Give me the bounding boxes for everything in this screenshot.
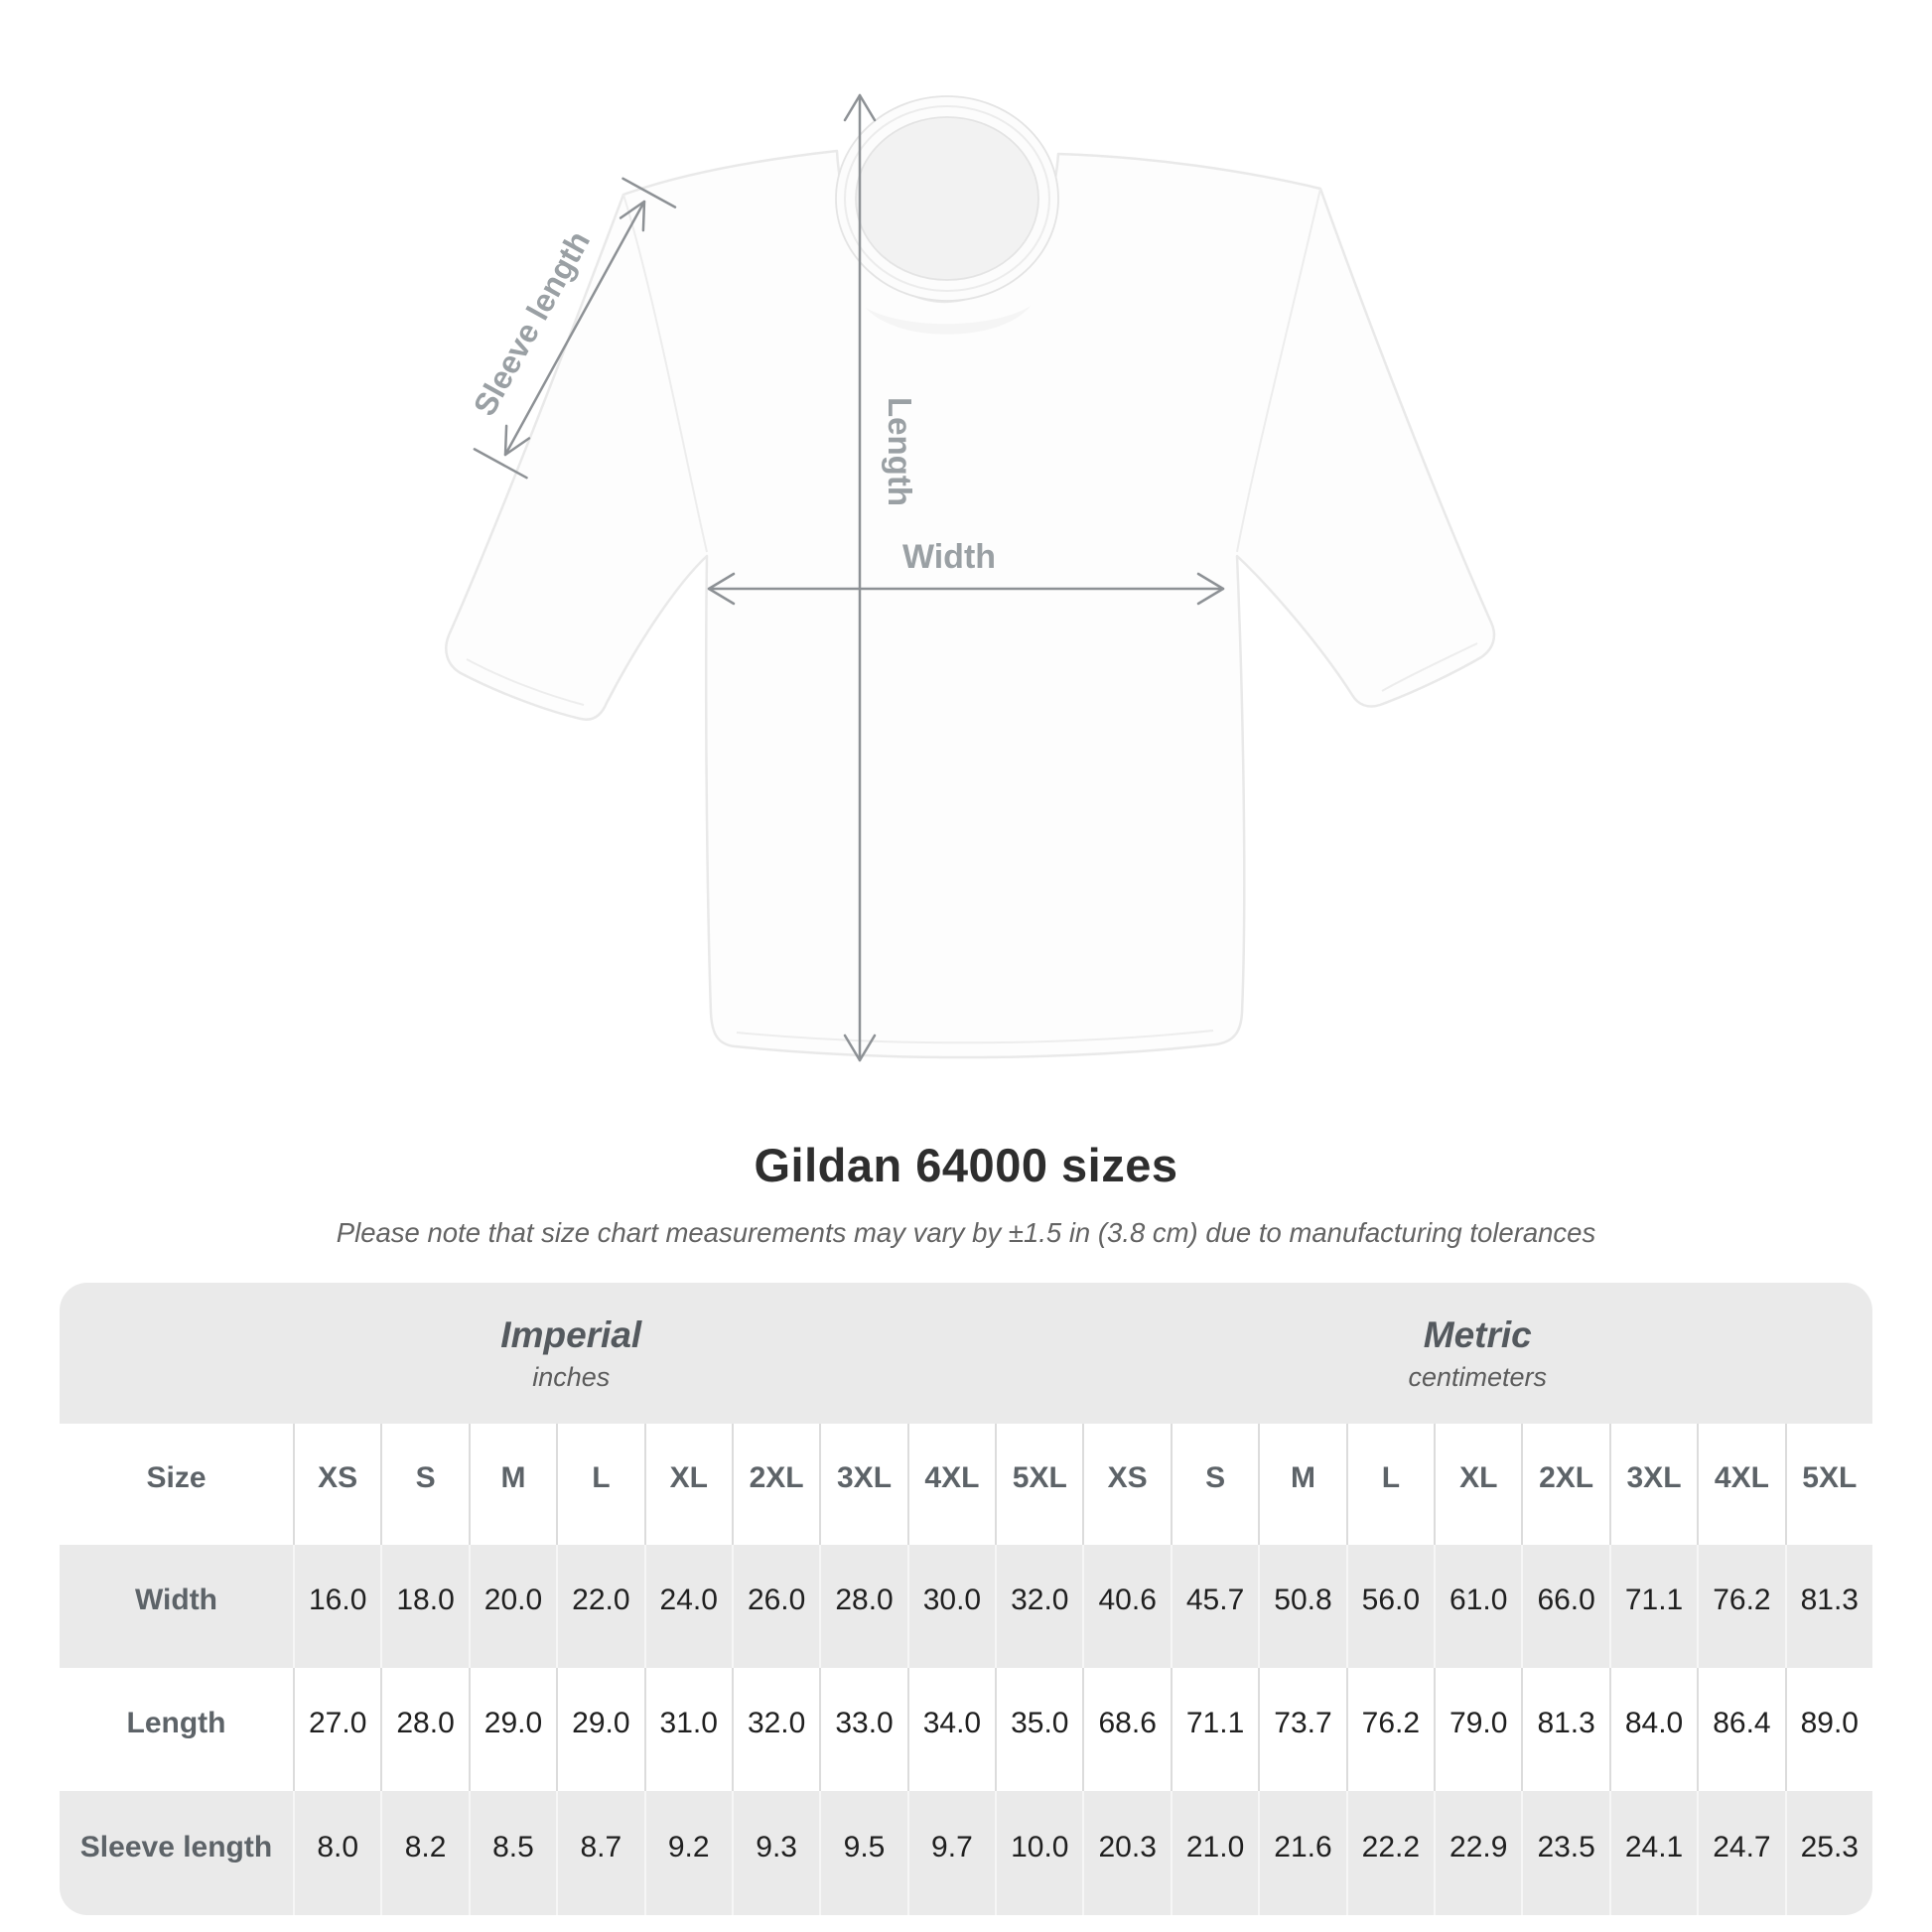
value-cell: 40.6 [1082, 1545, 1171, 1668]
size-column-header: 4XL [1697, 1424, 1785, 1545]
metric-unit: centimeters [1408, 1361, 1548, 1392]
value-cell: 68.6 [1082, 1668, 1171, 1791]
dimension-lines [473, 93, 1225, 1062]
width-label: Width [902, 538, 996, 576]
value-cell: 8.5 [468, 1791, 557, 1915]
value-cell: 71.1 [1170, 1668, 1259, 1791]
length-dimension-line [843, 93, 877, 1062]
value-cell: 71.1 [1608, 1545, 1698, 1668]
size-column-header: 5XL [1784, 1424, 1872, 1545]
row-label: Sleeve length [60, 1791, 293, 1915]
value-cell: 56.0 [1345, 1545, 1435, 1668]
value-cell: 23.5 [1521, 1791, 1609, 1915]
value-cell: 35.0 [995, 1668, 1083, 1791]
value-cell: 86.4 [1697, 1668, 1785, 1791]
metric-header: Metric centimeters [1083, 1283, 1873, 1424]
value-cell: 81.3 [1784, 1545, 1872, 1668]
value-cell: 9.3 [731, 1791, 820, 1915]
value-cell: 32.0 [731, 1668, 820, 1791]
size-column-header: 4XL [906, 1424, 996, 1545]
value-cell: 18.0 [380, 1545, 469, 1668]
value-cell: 16.0 [293, 1545, 381, 1668]
size-column-header: L [1345, 1424, 1435, 1545]
value-cell: 32.0 [995, 1545, 1083, 1668]
value-cell: 8.7 [556, 1791, 644, 1915]
value-cell: 28.0 [819, 1545, 907, 1668]
value-cell: 31.0 [643, 1668, 732, 1791]
value-cell: 22.2 [1345, 1791, 1435, 1915]
value-cell: 22.9 [1434, 1791, 1522, 1915]
value-cell: 24.0 [643, 1545, 732, 1668]
value-cell: 61.0 [1434, 1545, 1522, 1668]
value-cell: 89.0 [1784, 1668, 1872, 1791]
value-cell: 26.0 [731, 1545, 820, 1668]
size-column-header: L [556, 1424, 644, 1545]
size-column-header: S [1170, 1424, 1259, 1545]
value-cell: 9.2 [643, 1791, 732, 1915]
value-cell: 84.0 [1608, 1668, 1698, 1791]
size-column-header: XS [1082, 1424, 1171, 1545]
width-dimension-line [707, 572, 1225, 606]
value-cell: 29.0 [556, 1668, 644, 1791]
page-title: Gildan 64000 sizes [754, 1139, 1178, 1191]
value-cell: 34.0 [906, 1668, 996, 1791]
size-column-header: 2XL [1521, 1424, 1609, 1545]
value-cell: 76.2 [1697, 1545, 1785, 1668]
shirt-measurement-diagram: Sleeve length Length Width [445, 93, 1496, 1062]
size-column-header: 2XL [731, 1424, 820, 1545]
value-cell: 9.7 [906, 1791, 996, 1915]
value-cell: 66.0 [1521, 1545, 1609, 1668]
size-column-header: M [468, 1424, 557, 1545]
value-cell: 9.5 [819, 1791, 907, 1915]
tshirt-seams [466, 188, 1478, 1044]
size-corner-label: Size [60, 1424, 293, 1545]
size-column-header: S [380, 1424, 469, 1545]
value-cell: 45.7 [1170, 1545, 1259, 1668]
value-cell: 33.0 [819, 1668, 907, 1791]
value-cell: 25.3 [1784, 1791, 1872, 1915]
row-label: Width [60, 1545, 293, 1668]
length-label: Length [882, 397, 918, 506]
unit-header-band: Imperial inches Metric centimeters [60, 1283, 1872, 1424]
size-grid: Size XS S M L XL 2XL 3XL 4XL 5XL XS S M L XL 2XL 3XL 4XL 5… [60, 1424, 1872, 1915]
imperial-header: Imperial inches [60, 1283, 1083, 1424]
value-cell: 30.0 [906, 1545, 996, 1668]
value-cell: 8.0 [293, 1791, 381, 1915]
size-column-header: XS [293, 1424, 381, 1545]
tshirt-graphic [445, 149, 1496, 1059]
size-column-header: M [1258, 1424, 1346, 1545]
size-column-header: XL [1434, 1424, 1522, 1545]
value-cell: 20.3 [1082, 1791, 1171, 1915]
size-chart-table: Imperial inches Metric centimeters Size X… [60, 1283, 1872, 1915]
value-cell: 81.3 [1521, 1668, 1609, 1791]
value-cell: 22.0 [556, 1545, 644, 1668]
value-cell: 8.2 [380, 1791, 469, 1915]
size-column-header: 3XL [1608, 1424, 1698, 1545]
imperial-unit: inches [532, 1361, 611, 1392]
value-cell: 29.0 [468, 1668, 557, 1791]
value-cell: 24.1 [1608, 1791, 1698, 1915]
metric-label: Metric [1423, 1313, 1532, 1355]
size-column-header: 3XL [819, 1424, 907, 1545]
value-cell: 73.7 [1258, 1668, 1346, 1791]
size-column-header: XL [643, 1424, 732, 1545]
value-cell: 10.0 [995, 1791, 1083, 1915]
collar-graphic [835, 95, 1059, 335]
size-column-header: 5XL [995, 1424, 1083, 1545]
sleeve-dimension-line [473, 177, 677, 480]
value-cell: 76.2 [1345, 1668, 1435, 1791]
value-cell: 21.0 [1170, 1791, 1259, 1915]
value-cell: 21.6 [1258, 1791, 1346, 1915]
value-cell: 24.7 [1697, 1791, 1785, 1915]
imperial-label: Imperial [500, 1313, 642, 1355]
value-cell: 28.0 [380, 1668, 469, 1791]
value-cell: 27.0 [293, 1668, 381, 1791]
row-label: Length [60, 1668, 293, 1791]
value-cell: 79.0 [1434, 1668, 1522, 1791]
tolerance-note: Please note that size chart measurements… [336, 1217, 1596, 1248]
value-cell: 50.8 [1258, 1545, 1346, 1668]
value-cell: 20.0 [468, 1545, 557, 1668]
